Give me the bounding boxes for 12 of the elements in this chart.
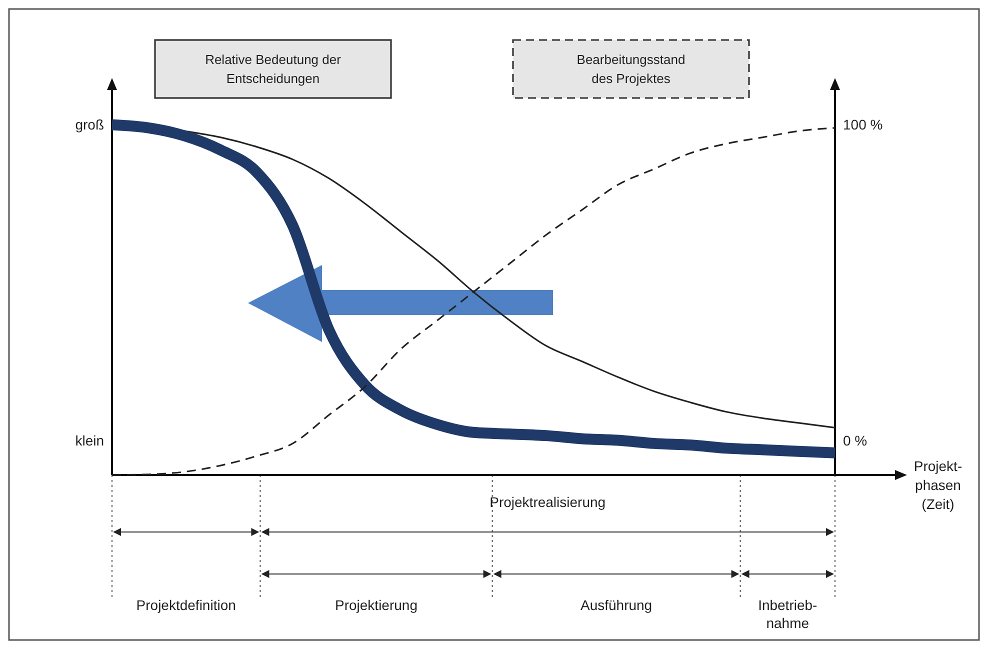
y-tick-label: 0 %	[843, 432, 868, 448]
annotation: groß	[75, 116, 104, 133]
x-axis-title: Projekt- phasen (Zeit)	[914, 458, 962, 512]
annotation: klein	[75, 432, 104, 448]
text: Ausführung	[580, 597, 652, 613]
text: Bearbeitungsstand des Projektes	[576, 52, 686, 86]
y-tick-label: 100 %	[843, 116, 883, 133]
text: Projektrealisierung	[490, 494, 606, 510]
text: Inbetrieb- nahme	[758, 597, 818, 631]
text: Relative Bedeutung der Entscheidungen	[205, 52, 342, 86]
text: Projektdefinition	[136, 597, 236, 613]
text: Projektierung	[335, 597, 418, 613]
